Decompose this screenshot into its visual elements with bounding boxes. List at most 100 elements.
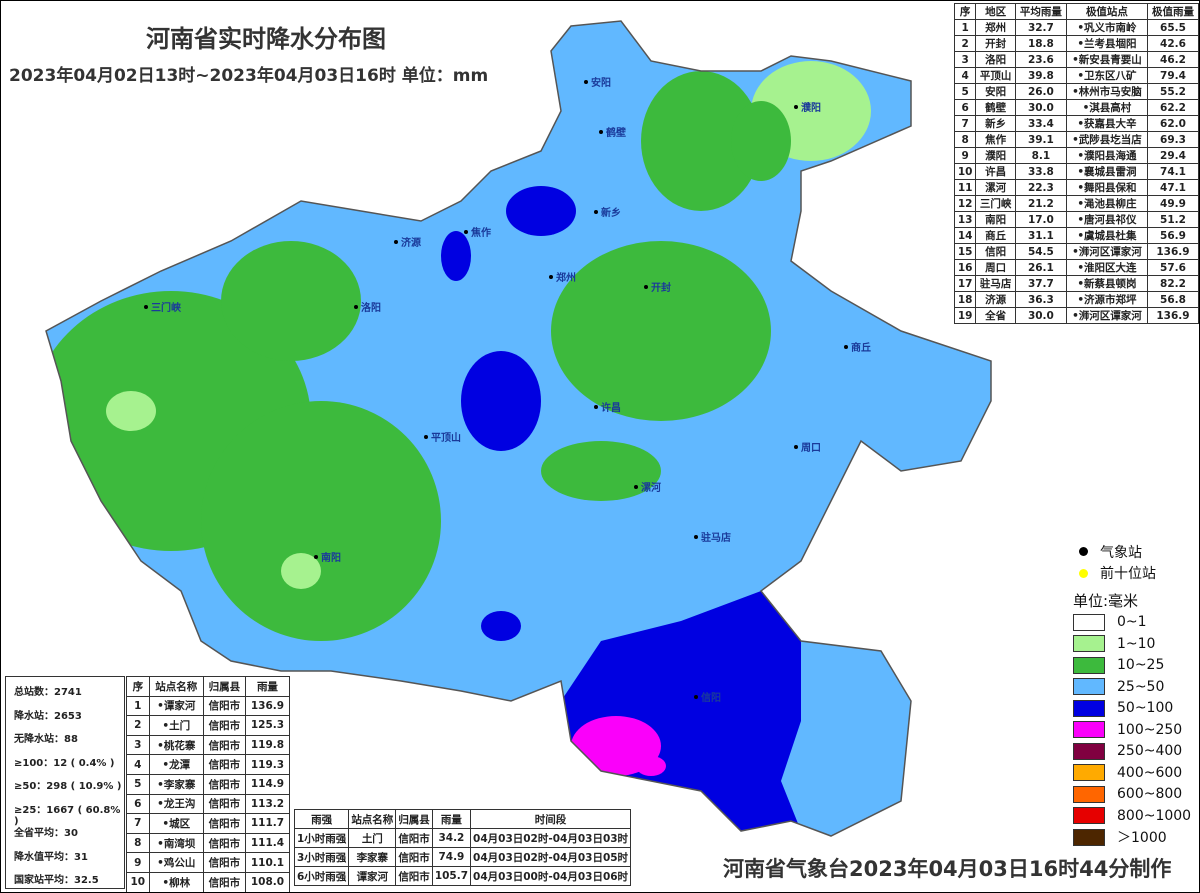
table-cell: 济源 [975,291,1016,308]
table-cell: 04月03日02时-04月03日05时 [470,847,632,867]
column-header: 归属县 [395,809,433,829]
table-row: 1 郑州 32.7 •巩义市南岭 65.5 [953,19,1199,36]
station-dot-icon [1079,568,1088,578]
table-cell: 7 [953,115,977,132]
table-cell: 79.4 [1146,67,1199,84]
city-label: 平顶山 [431,431,461,444]
station-dot [594,405,598,409]
legend-label: 600~800 [1117,786,1183,803]
table-cell: •襄城县雷洞 [1065,163,1148,180]
stat-item: ≥100：12 ( 0.4% ) [14,757,115,769]
table-cell: 2 [953,35,977,52]
map-subtitle: 2023年04月02日13时~2023年04月03日16时 单位：mm [9,66,489,86]
column-header: 地区 [975,3,1016,20]
table-cell: •新安县青要山 [1065,51,1148,68]
table-cell: 29.4 [1146,147,1199,164]
table-cell: 33.8 [1014,163,1067,180]
legend-swatch [1073,656,1105,674]
table-cell: 34.2 [431,828,472,848]
table-row: 2 开封 18.8 •兰考县堌阳 42.6 [953,35,1199,52]
table-row: 19 全省 30.0 •浉河区谭家河 136.9 [953,307,1199,324]
table-cell: 105.7 [431,866,472,886]
table-row: 17 驻马店 37.7 •新蔡县顿岗 82.2 [953,275,1199,292]
table-cell: 46.2 [1146,51,1199,68]
column-header: 雨强 [293,809,350,829]
table-row: 8 焦作 39.1 •武陟县圪当店 69.3 [953,131,1199,148]
table-cell: 136.9 [244,695,291,717]
table-cell: 6 [953,99,977,116]
table-row: 3小时雨强 李家寨 信阳市 74.9 04月03日02时-04月03日05时 [293,847,632,867]
table-cell: •南湾坝 [148,832,204,854]
table-cell: •武陟县圪当店 [1065,131,1148,148]
table-row: 5 •李家寨 信阳市 114.9 [126,773,291,795]
table-cell: 56.9 [1146,227,1199,244]
table-cell: 19 [953,307,977,324]
column-header: 极值雨量 [1146,3,1199,20]
table-row: 10 •柳林 信阳市 108.0 [126,871,291,892]
city-label: 焦作 [470,226,491,239]
table-cell: 6 [126,793,150,815]
column-header: 雨量 [244,676,291,697]
station-dot [694,695,698,699]
station-dot-icon [1079,547,1088,557]
table-cell: 7 [126,813,150,834]
table-cell: •兰考县堌阳 [1065,35,1148,52]
legend-class: 10~25 [1073,655,1191,677]
city-label: 许昌 [601,401,621,414]
table-cell: 3 [953,51,977,68]
station-dot [634,485,638,489]
station-dot [144,305,148,309]
table-cell: 57.6 [1146,259,1199,276]
table-row: 3 •桃花寨 信阳市 119.8 [126,734,291,756]
table-cell: 驻马店 [975,275,1016,292]
table-cell: 李家寨 [348,847,397,867]
table-row: 8 •南湾坝 信阳市 111.4 [126,832,291,854]
table-cell: •淇县高村 [1065,99,1148,116]
legend-swatch [1073,828,1105,846]
legend-swatch [1073,635,1105,653]
table-cell: 土门 [348,828,397,848]
table-cell: 26.0 [1014,83,1067,100]
table-cell: 69.3 [1146,131,1199,148]
table-cell: 信阳市 [202,871,246,892]
table-cell: 开封 [975,35,1016,52]
table-cell: 1 [126,695,150,717]
city-label: 驻马店 [701,531,731,544]
table-row: 9 濮阳 8.1 •濮阳县海通 29.4 [953,147,1199,164]
table-row: 5 安阳 26.0 •林州市马安脑 55.2 [953,83,1199,100]
table-cell: 110.1 [244,852,291,873]
table-cell: 10 [126,871,150,892]
table-cell: •卫东区八矿 [1065,67,1148,84]
table-cell: 111.4 [244,832,291,854]
table-cell: 62.0 [1146,115,1199,132]
city-label: 洛阳 [361,301,381,314]
table-cell: 26.1 [1014,259,1067,276]
legend-class: 25~50 [1073,676,1191,698]
column-header: 站点名称 [148,676,204,697]
legend-unit: 单位:毫米 [1073,592,1139,611]
table-row: 16 周口 26.1 •淮阳区大连 57.6 [953,259,1199,276]
station-dot [464,230,468,234]
legend-label: 400~600 [1117,764,1183,781]
table-cell: 113.2 [244,793,291,815]
legend-station-type: 气象站 [1073,541,1191,563]
table-cell: 49.9 [1146,195,1199,212]
table-row: 2 •土门 信阳市 125.3 [126,715,291,736]
table-cell: 信阳市 [202,695,246,717]
table-row: 6 鹤壁 30.0 •淇县高村 62.2 [953,99,1199,116]
table-cell: 信阳市 [395,828,433,848]
table-cell: 136.9 [1146,307,1199,324]
table-cell: •濮阳县海通 [1065,147,1148,164]
table-cell: 62.2 [1146,99,1199,116]
stat-item: 降水站：2653 [14,710,82,722]
table-cell: 13 [953,211,977,228]
station-dot [794,445,798,449]
producer-footer: 河南省气象台2023年04月03日16时44分制作 [723,857,1172,881]
legend-swatch [1073,699,1105,717]
station-dot [644,285,648,289]
table-cell: •城区 [148,813,204,834]
column-header: 归属县 [202,676,246,697]
legend-swatch [1073,613,1105,631]
table-cell: 18 [953,291,977,308]
table-cell: 信阳市 [202,852,246,873]
